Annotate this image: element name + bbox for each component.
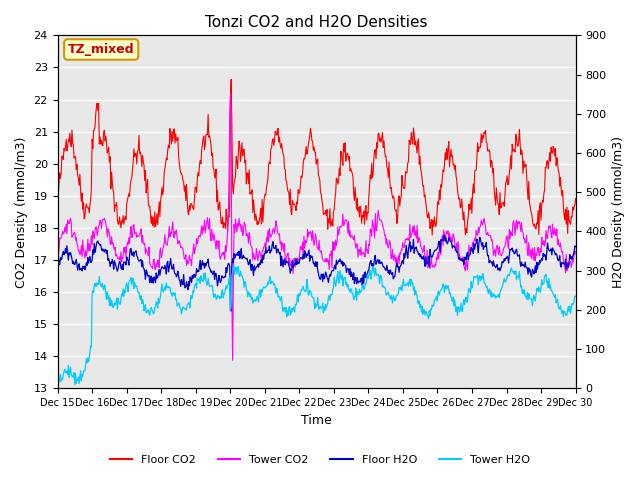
Tower H2O	[169, 290, 177, 296]
Floor H2O	[227, 308, 234, 314]
Tower H2O	[196, 280, 204, 286]
Tower H2O	[230, 263, 237, 269]
Tower CO2	[63, 231, 71, 237]
Tower CO2	[54, 244, 61, 250]
Floor CO2	[196, 157, 204, 163]
Tower CO2	[169, 219, 177, 225]
Floor CO2	[572, 196, 579, 202]
Tower CO2	[381, 232, 388, 238]
Line: Floor CO2: Floor CO2	[58, 80, 575, 235]
Line: Floor H2O: Floor H2O	[58, 235, 575, 311]
Tower CO2	[227, 91, 234, 97]
Floor H2O	[196, 257, 204, 263]
Title: Tonzi CO2 and H2O Densities: Tonzi CO2 and H2O Densities	[205, 15, 428, 30]
Floor H2O	[54, 260, 61, 265]
Floor CO2	[428, 232, 436, 238]
Tower H2O	[380, 284, 388, 290]
Floor CO2	[396, 193, 403, 199]
Floor CO2	[380, 138, 388, 144]
Y-axis label: CO2 Density (mmol/m3): CO2 Density (mmol/m3)	[15, 136, 28, 288]
Tower H2O	[63, 368, 71, 374]
Y-axis label: H2O Density (mmol/m3): H2O Density (mmol/m3)	[612, 136, 625, 288]
Tower CO2	[396, 250, 404, 256]
Tower H2O	[572, 293, 579, 299]
Tower CO2	[228, 358, 236, 363]
Floor H2O	[380, 264, 388, 270]
Floor H2O	[116, 259, 124, 265]
Floor H2O	[396, 269, 403, 275]
Floor CO2	[54, 192, 61, 198]
Tower CO2	[196, 234, 204, 240]
Tower H2O	[396, 285, 403, 290]
Line: Tower H2O: Tower H2O	[58, 266, 575, 392]
Floor CO2	[63, 148, 71, 154]
Tower H2O	[54, 389, 61, 395]
Line: Tower CO2: Tower CO2	[58, 94, 575, 360]
Text: TZ_mixed: TZ_mixed	[68, 43, 134, 56]
Legend: Floor CO2, Tower CO2, Floor H2O, Tower H2O: Floor CO2, Tower CO2, Floor H2O, Tower H…	[105, 451, 535, 469]
Floor H2O	[572, 244, 579, 250]
Floor H2O	[63, 243, 71, 249]
X-axis label: Time: Time	[301, 414, 332, 427]
Floor CO2	[169, 138, 177, 144]
Floor CO2	[116, 219, 124, 225]
Floor CO2	[227, 77, 235, 83]
Tower CO2	[572, 249, 579, 254]
Floor H2O	[440, 232, 447, 238]
Floor H2O	[169, 265, 177, 271]
Tower CO2	[116, 257, 124, 263]
Tower H2O	[116, 301, 124, 307]
